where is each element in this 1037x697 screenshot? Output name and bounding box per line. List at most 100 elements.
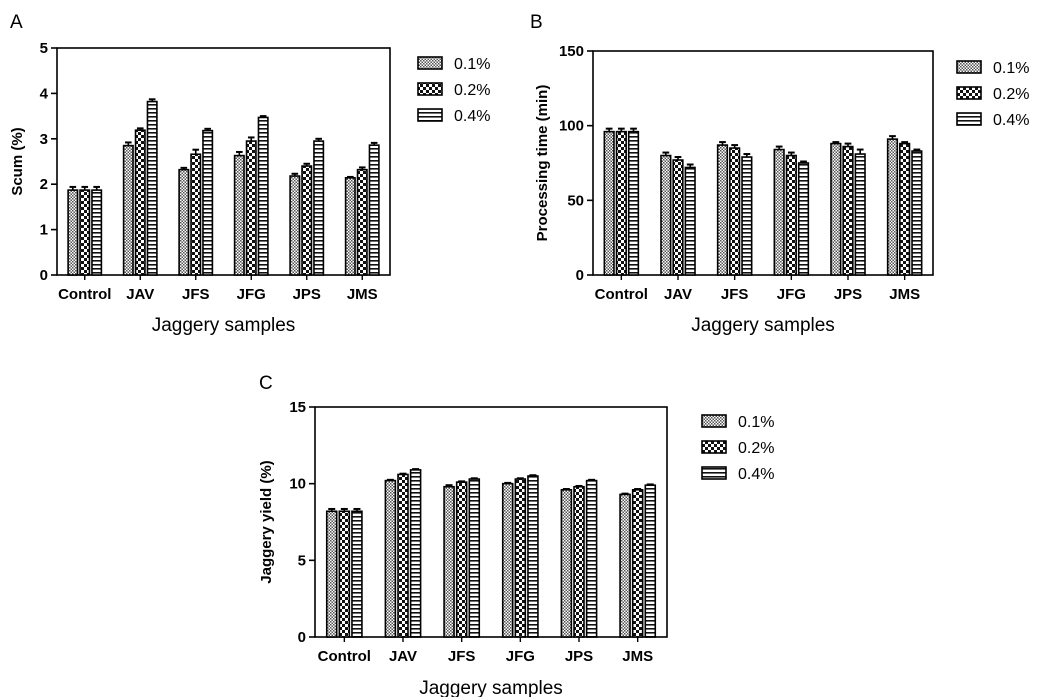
panel-b-bar: [785, 154, 797, 276]
panel-a-bar: [91, 189, 103, 276]
panel-a-x-axis-label: Jaggery samples: [152, 315, 296, 336]
panel-c-legend-swatch: [701, 440, 727, 454]
panel-a-ytick-label: 2: [40, 176, 48, 193]
panel-b-bar: [830, 142, 842, 276]
panel-b-bar: [615, 130, 627, 276]
panel-a-ytick-label: 4: [40, 85, 49, 102]
panel-c-bar: [443, 485, 455, 638]
panel-a-bar: [122, 144, 134, 276]
panel-c-bar: [384, 479, 397, 638]
panel-c-bar: [573, 485, 585, 638]
panel-a-ytick-label: 0: [40, 267, 48, 284]
panel-a-category-label: JAV: [126, 286, 154, 303]
panel-b-legend-swatch: [956, 60, 982, 74]
panel-a-bar: [313, 140, 325, 276]
panel-b-category-label: JFG: [777, 286, 806, 303]
panel-a-category-label: JFS: [182, 286, 210, 303]
panel-a-bar: [190, 153, 202, 276]
panel-b-legend-swatch: [956, 86, 982, 100]
panel-c-legend-swatch: [701, 414, 727, 428]
panel-c-bar: [527, 475, 539, 638]
panel-b-bar: [911, 150, 923, 276]
panel-a-bar: [67, 189, 79, 276]
panel-b-x-axis-label: Jaggery samples: [691, 315, 835, 336]
panel-c-bar: [468, 478, 481, 638]
panel-c-bar: [585, 479, 598, 638]
panel-a-legend-label: 0.1%: [454, 56, 490, 73]
panel-a-legend-swatch: [417, 82, 443, 96]
panel-b-bar: [627, 130, 640, 276]
panel-a-letter: A: [10, 12, 23, 33]
panel-a-bar: [146, 100, 158, 276]
panel-b-bar: [716, 144, 729, 276]
panel-b-ytick-label: 50: [567, 192, 584, 209]
panel-c-category-label: JMS: [622, 648, 653, 665]
panel-b-bar: [842, 145, 854, 276]
panel-c-ytick-label: 10: [289, 476, 306, 493]
panel-b-plot-frame: [592, 50, 934, 276]
panel-a-y-axis-label: Scum (%): [9, 127, 26, 195]
panel-b-category-label: JMS: [889, 286, 920, 303]
panel-c-bar: [455, 481, 468, 638]
panel-a-bar: [233, 154, 245, 276]
panel-a-legend-label: 0.4%: [454, 108, 490, 125]
panel-c-legend-label: 0.4%: [738, 466, 774, 483]
panel-c-letter: C: [259, 373, 273, 394]
panel-a-legend-label: 0.2%: [454, 82, 490, 99]
panel-b-bar: [660, 154, 672, 276]
panel-c-ytick-label: 5: [298, 552, 306, 569]
panel-c-category-label: JFS: [448, 648, 476, 665]
panel-a-bar: [202, 129, 214, 276]
panel-a-bar: [79, 189, 91, 276]
panel-a-bar: [344, 177, 356, 276]
panel-c-category-label: JAV: [389, 648, 417, 665]
panel-a-bar: [301, 165, 313, 276]
panel-a-bar: [356, 168, 368, 276]
panel-a-plot-frame: [56, 47, 391, 276]
panel-c-bar: [631, 488, 644, 638]
panel-b-bar: [886, 138, 899, 276]
panel-a-ytick-label: 3: [40, 131, 48, 148]
panel-b-category-label: JFS: [721, 286, 749, 303]
panel-b-legend-swatch: [956, 112, 982, 126]
panel-c-bar: [397, 473, 409, 638]
panel-c-plot-frame: [314, 406, 668, 638]
panel-a-legend-swatch: [417, 56, 443, 70]
panel-a-bar: [178, 168, 190, 276]
panel-c-legend-label: 0.2%: [738, 440, 774, 457]
panel-a-legend-swatch: [417, 108, 443, 122]
panel-c-ytick-label: 15: [289, 399, 306, 416]
panel-c-bar: [351, 510, 363, 638]
panel-b-category-label: Control: [595, 286, 648, 303]
panel-c-legend-label: 0.1%: [738, 414, 774, 431]
panel-b-bar: [603, 130, 615, 276]
panel-a-ytick-label: 5: [40, 40, 48, 57]
panel-b-ytick-label: 100: [559, 118, 584, 135]
panel-b-letter: B: [530, 12, 543, 33]
panel-b-bar: [899, 142, 911, 276]
panel-a-bar: [245, 140, 257, 276]
panel-c-y-axis-label: Jaggery yield (%): [258, 460, 275, 583]
panel-c-bar: [325, 510, 338, 638]
panel-c-category-label: Control: [318, 648, 371, 665]
panel-b-category-label: JAV: [664, 286, 692, 303]
panel-a-bar: [289, 175, 301, 276]
panel-b-bar: [773, 148, 785, 276]
panel-a-category-label: JFG: [237, 286, 266, 303]
panel-b-y-axis-label: Processing time (min): [534, 85, 551, 242]
panel-a-category-label: JMS: [347, 286, 378, 303]
panel-b-legend-label: 0.4%: [993, 112, 1029, 129]
panel-c-bar: [644, 484, 657, 638]
panel-c-bar: [501, 482, 514, 638]
panel-c-category-label: JPS: [565, 648, 593, 665]
panel-c-ytick-label: 0: [298, 629, 306, 646]
panel-c-bar: [338, 510, 351, 638]
panel-c-category-label: JFG: [506, 648, 535, 665]
panel-b-ytick-label: 150: [559, 43, 584, 60]
panel-b-bar: [854, 153, 866, 276]
panel-a-bar: [368, 144, 380, 276]
panel-a-ytick-label: 1: [40, 222, 48, 239]
panel-c-bar: [409, 469, 422, 638]
panel-a-bar: [134, 129, 146, 276]
